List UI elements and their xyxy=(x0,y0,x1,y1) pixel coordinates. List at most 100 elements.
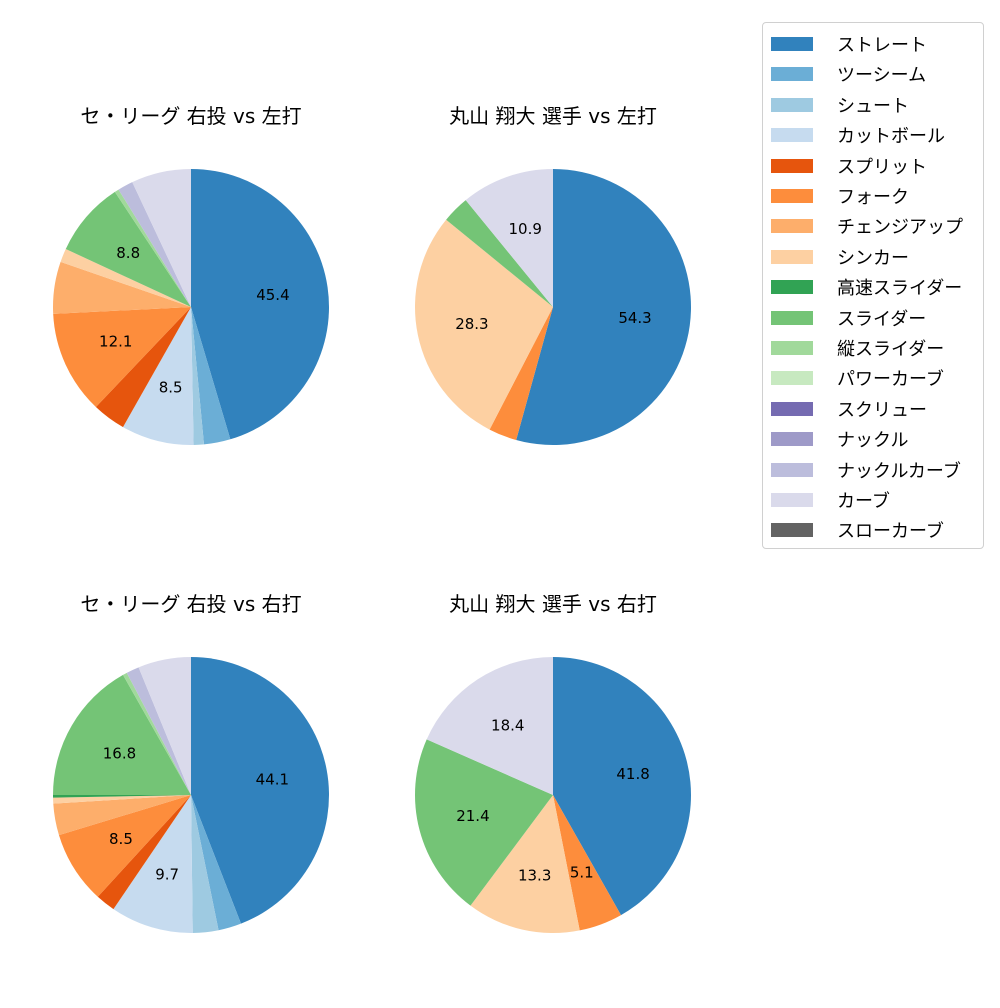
pie-slice xyxy=(191,307,231,445)
pie-slice xyxy=(191,657,330,924)
legend-swatch xyxy=(771,219,813,234)
slice-value-label: 8.8 xyxy=(116,244,140,262)
legend-label: スローカーブ xyxy=(837,521,944,543)
legend-swatch xyxy=(771,523,813,538)
pie-panel-league-vs-right: セ・リーグ 右投 vs 右打 44.1 9.7 8.5 16.8 xyxy=(11,588,371,1008)
legend-item: チェンジアップ xyxy=(771,211,963,241)
legend-swatch xyxy=(771,341,813,355)
legend-swatch xyxy=(771,310,813,325)
pie-slice xyxy=(113,795,193,933)
pie-slice xyxy=(95,307,191,428)
slice-value-label: 41.8 xyxy=(616,765,649,783)
pie-slice xyxy=(53,795,192,836)
legend-label: シュート xyxy=(837,95,909,117)
slice-value-label: 54.3 xyxy=(618,309,651,327)
slice-value-label: 21.4 xyxy=(456,807,489,825)
legend-label: カーブ xyxy=(837,491,890,512)
pie-slice xyxy=(191,795,241,931)
legend-item: シュート xyxy=(771,90,909,120)
legend-item: ナックル xyxy=(771,424,908,454)
slice-value-label: 28.3 xyxy=(455,315,488,333)
pie-slice xyxy=(553,795,621,931)
pie-panel-league-vs-left: セ・リーグ 右投 vs 左打 45.4 8.5 12.1 8.8 xyxy=(11,100,371,520)
legend-swatch xyxy=(771,249,813,264)
slice-value-label: 9.7 xyxy=(155,865,179,883)
legend-item: 高速スライダー xyxy=(771,272,962,302)
legend-swatch xyxy=(771,67,813,82)
legend-label: フォーク xyxy=(837,187,909,208)
legend-item: カットボール xyxy=(771,120,945,150)
slice-value-label: 8.5 xyxy=(109,830,133,848)
pie-chart: 45.4 8.5 12.1 8.8 xyxy=(53,169,329,446)
legend-label: ナックルカーブ xyxy=(837,460,961,482)
pie-slice xyxy=(65,191,191,307)
pie-slice xyxy=(489,307,553,440)
legend-item: カーブ xyxy=(771,485,890,515)
slice-value-label: 10.9 xyxy=(508,220,541,238)
legend-item: スプリット xyxy=(771,151,927,181)
pie-slice xyxy=(114,189,191,307)
legend-item: シンカー xyxy=(771,242,909,272)
pie-slice xyxy=(415,739,553,906)
chart-title: 丸山 翔大 選手 vs 右打 xyxy=(449,592,657,616)
pie-slice xyxy=(53,307,191,408)
slice-value-label: 5.1 xyxy=(570,864,594,882)
pie-slice xyxy=(470,795,580,933)
slice-value-label: 44.1 xyxy=(256,771,289,789)
pie-slice xyxy=(53,795,191,804)
pie-slice xyxy=(53,795,191,798)
pie-chart: 41.8 5.1 13.3 21.4 18.4 xyxy=(415,657,691,933)
slice-value-label: 16.8 xyxy=(103,744,136,762)
pie-panel-player-vs-left: 丸山 翔大 選手 vs 左打 54.3 28.3 10.9 xyxy=(373,100,733,520)
legend-item: ナックルカーブ xyxy=(771,455,961,485)
legend-item: ストレート xyxy=(771,29,927,59)
legend-label: ツーシーム xyxy=(837,65,927,87)
slice-value-label: 8.5 xyxy=(159,378,183,396)
legend-item: 縦スライダー xyxy=(771,333,944,363)
legend-label: スプリット xyxy=(837,156,927,178)
pie-slice xyxy=(126,667,191,795)
pie-slice xyxy=(446,200,553,307)
legend-swatch xyxy=(771,280,813,295)
pie-slice xyxy=(191,169,329,440)
slice-value-label: 13.3 xyxy=(518,867,551,885)
legend-label: スライダー xyxy=(837,308,927,330)
slice-value-label: 12.1 xyxy=(99,333,132,351)
pie-slice xyxy=(123,672,191,795)
pie-slice xyxy=(191,307,204,445)
legend-label: チェンジアップ xyxy=(837,217,963,239)
legend-swatch xyxy=(771,37,813,51)
chart-title: セ・リーグ 右投 vs 左打 xyxy=(80,104,302,128)
chart-title: セ・リーグ 右投 vs 右打 xyxy=(80,592,302,616)
pie-slice xyxy=(53,261,192,314)
legend-label: シンカー xyxy=(837,247,909,269)
pie-slice xyxy=(426,657,553,795)
legend-item: パワーカーブ xyxy=(771,363,944,393)
pie-slice xyxy=(465,169,553,307)
legend-label: ナックル xyxy=(837,430,909,452)
pie-slice xyxy=(138,657,191,795)
legend-label: 高速スライダー xyxy=(837,278,963,300)
legend-swatch xyxy=(771,128,813,143)
legend-item: スローカーブ xyxy=(771,515,944,545)
pie-slice xyxy=(58,795,191,897)
pie-slice xyxy=(191,795,219,933)
legend-swatch xyxy=(771,401,813,416)
pie-chart: 44.1 9.7 8.5 16.8 xyxy=(53,657,330,933)
legend-label: スクリュー xyxy=(837,399,927,421)
pie-slice xyxy=(516,169,691,445)
pie-slice xyxy=(118,182,191,307)
legend-swatch xyxy=(771,97,813,112)
legend: ストレートツーシームシュートカットボール スプリットフォークチェンジアップ シンカー… xyxy=(762,22,984,549)
legend-item: スライダー xyxy=(771,303,926,333)
legend-swatch xyxy=(771,158,813,173)
legend-label: ストレート xyxy=(837,35,927,56)
legend-swatch xyxy=(771,189,813,203)
legend-label: カットボール xyxy=(837,126,945,148)
pie-slice xyxy=(553,657,691,916)
pie-slice xyxy=(97,795,191,910)
pie-chart: 54.3 28.3 10.9 xyxy=(415,169,691,445)
pie-slice xyxy=(123,307,194,446)
pie-slice xyxy=(415,219,553,430)
slice-value-label: 18.4 xyxy=(491,717,524,735)
